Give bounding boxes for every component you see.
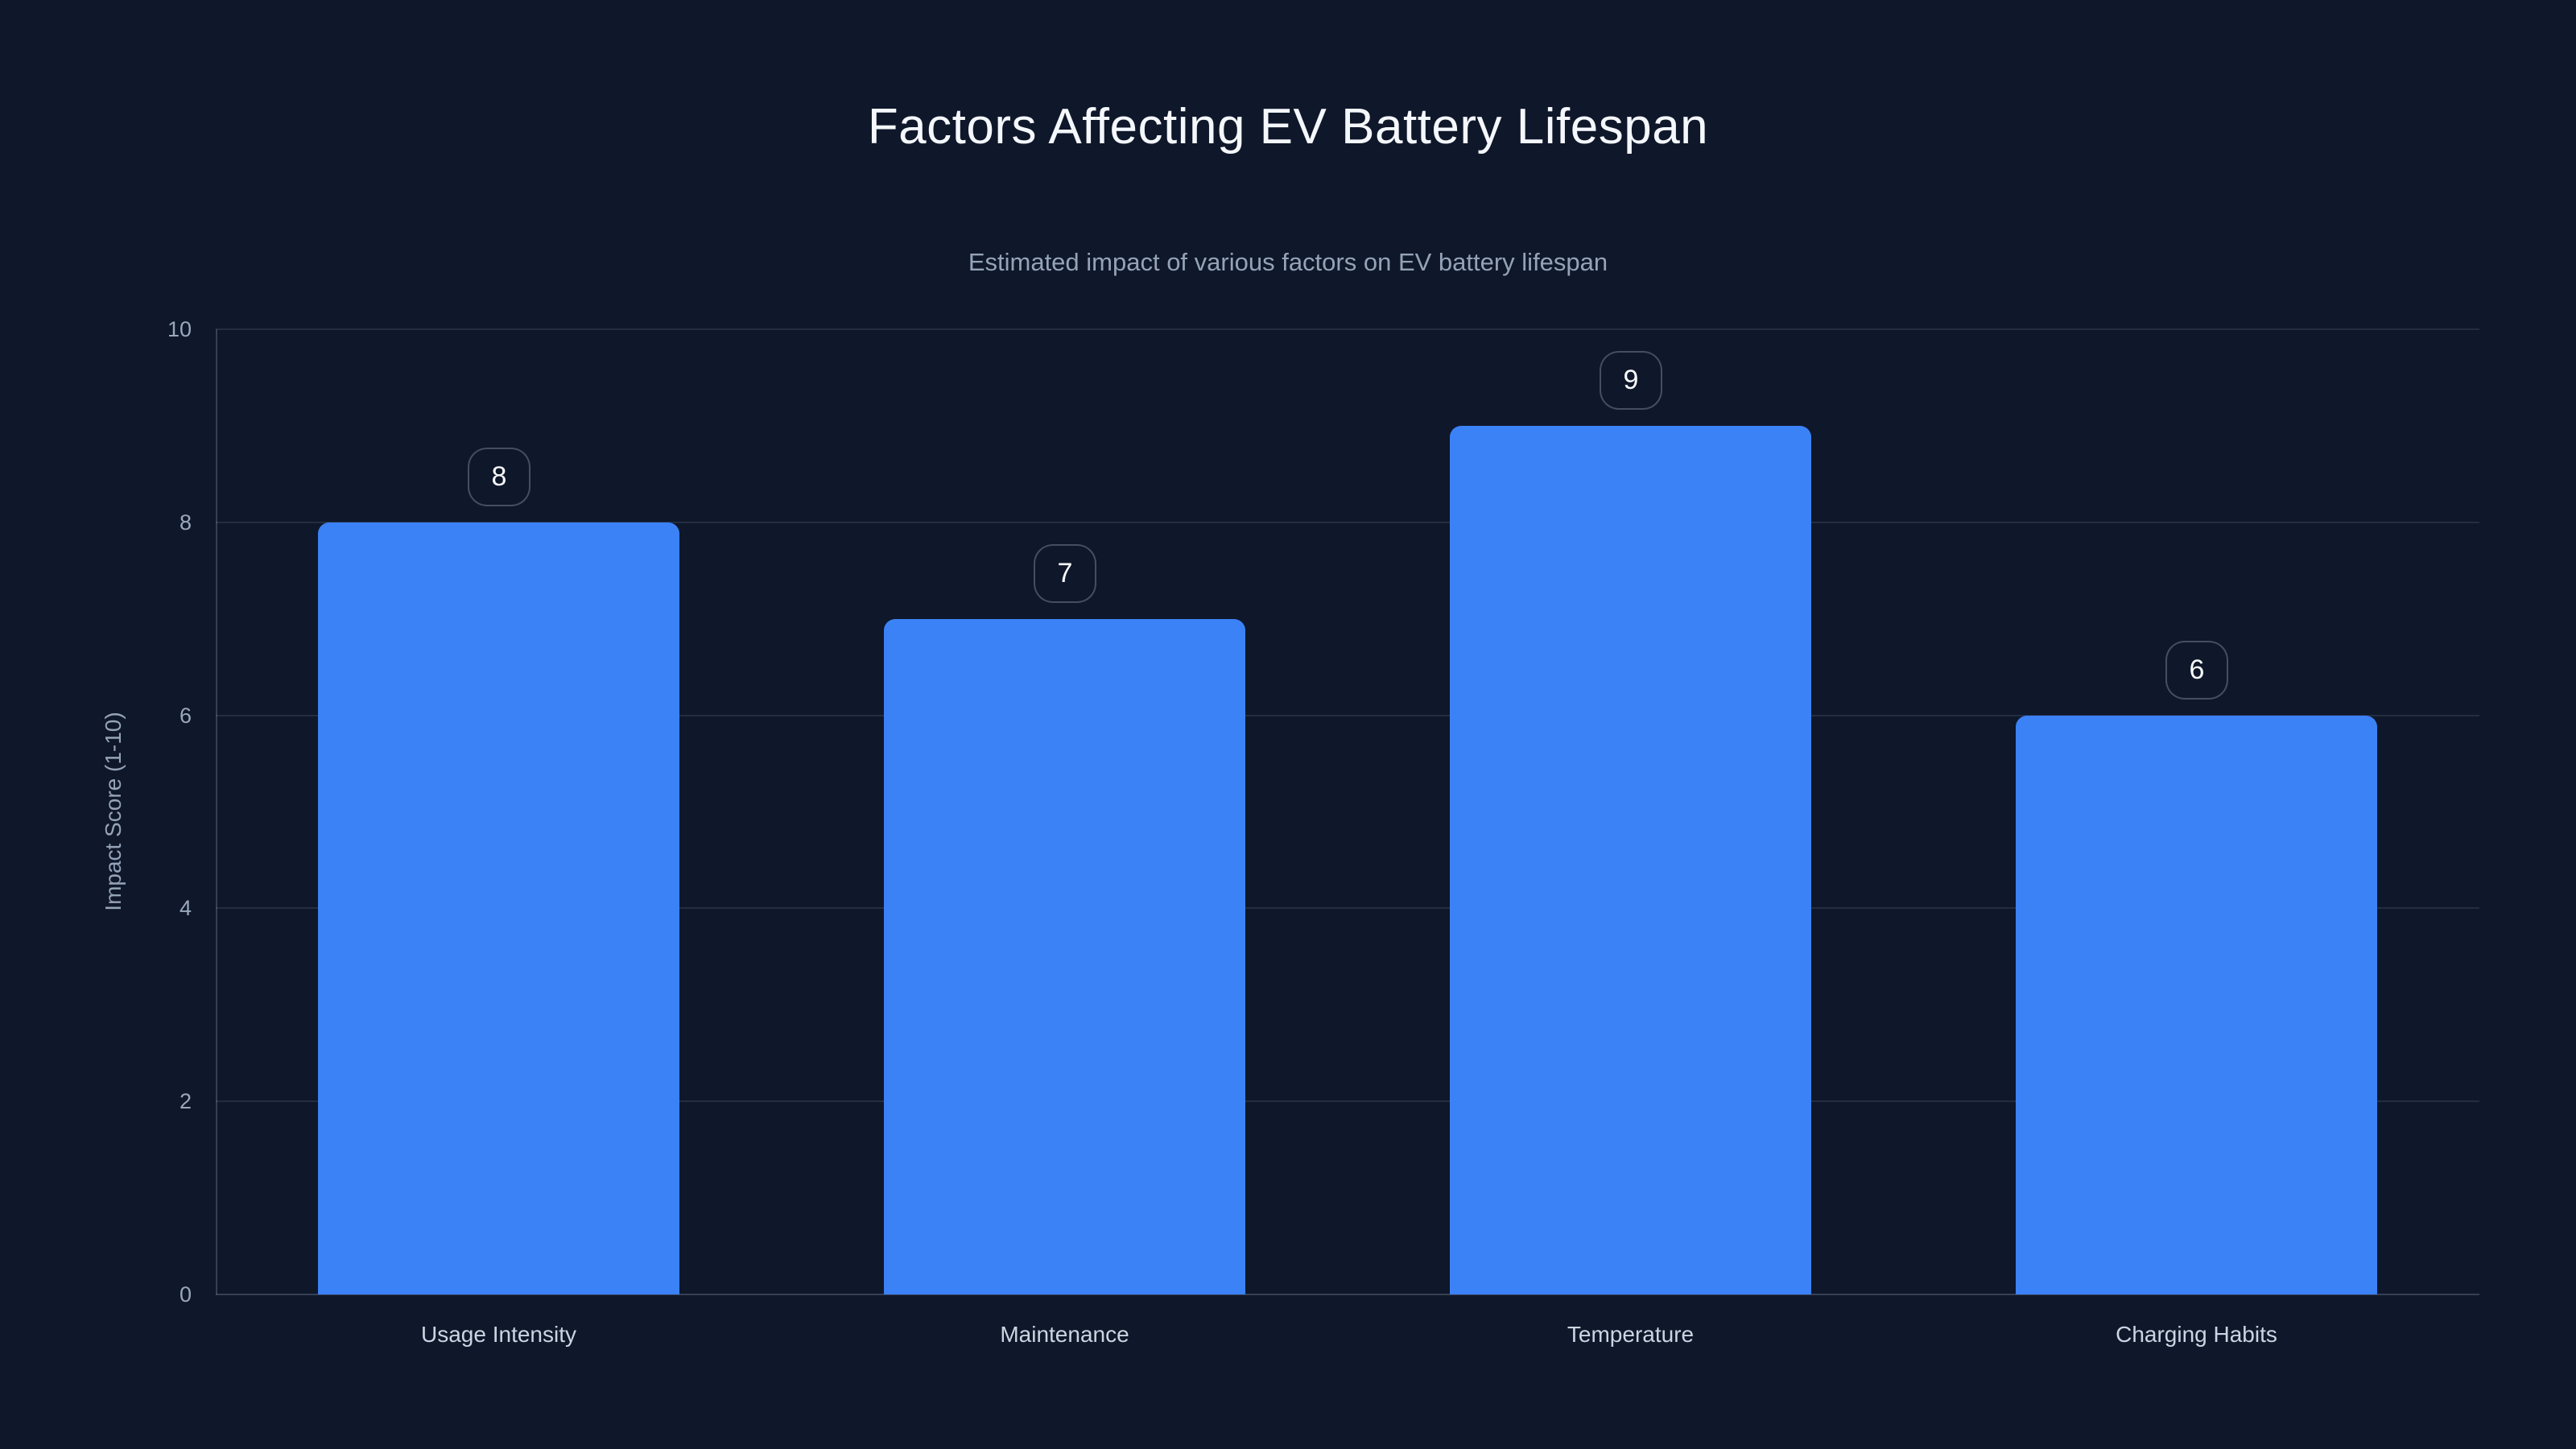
y-axis-line	[216, 329, 217, 1294]
gridline	[216, 907, 2479, 910]
y-axis-title: Impact Score (1-10)	[101, 712, 126, 911]
bar-value-badge: 6	[2165, 641, 2228, 700]
y-tick-label: 10	[167, 317, 192, 341]
gridline	[216, 328, 2479, 330]
y-tick-label: 4	[179, 896, 192, 921]
y-tick-label: 0	[179, 1282, 192, 1307]
bar-value-badge: 8	[468, 448, 530, 506]
gridline	[216, 521, 2479, 523]
bar-charging-habits	[2016, 716, 2377, 1294]
chart-subtitle: Estimated impact of various factors on E…	[968, 248, 1608, 276]
y-tick-label: 8	[179, 510, 192, 535]
bar-usage-intensity	[318, 522, 679, 1294]
chart-title: Factors Affecting EV Battery Lifespan	[867, 99, 1709, 155]
x-axis-baseline	[216, 1294, 2479, 1295]
bar-maintenance	[884, 619, 1245, 1294]
x-axis-label: Maintenance	[1000, 1322, 1129, 1347]
y-tick-label: 6	[179, 703, 192, 728]
bar-temperature	[1450, 426, 1811, 1294]
x-axis-label: Usage Intensity	[421, 1322, 576, 1347]
bar-value-badge: 9	[1600, 351, 1662, 410]
x-axis-label: Temperature	[1567, 1322, 1695, 1347]
bar-value-badge: 7	[1034, 544, 1096, 603]
gridline	[216, 714, 2479, 716]
gridline	[216, 1100, 2479, 1103]
x-axis-label: Charging Habits	[2116, 1322, 2277, 1347]
y-tick-label: 2	[179, 1089, 192, 1114]
